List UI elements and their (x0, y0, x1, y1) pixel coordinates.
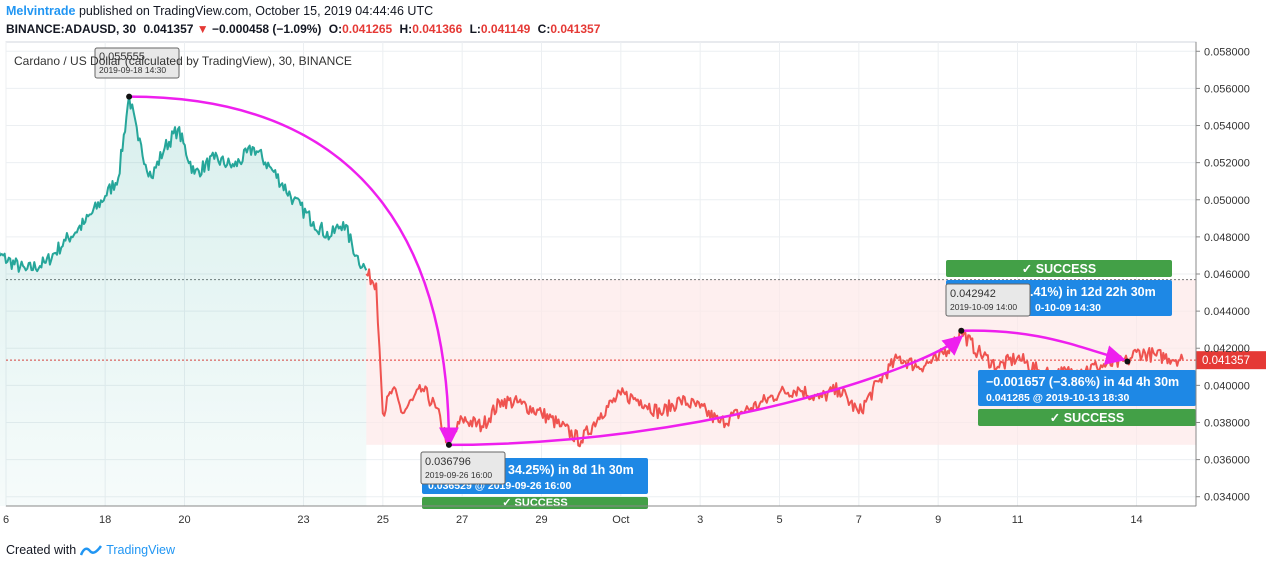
point-end (1124, 358, 1131, 365)
y-tick-label: 0.054000 (1204, 121, 1250, 133)
x-tick-label: 18 (99, 514, 111, 526)
measure-text-low: 34.25%) in 8d 1h 30m (508, 463, 634, 477)
arrow-peak-to-low (129, 95, 459, 448)
series-area (0, 95, 367, 506)
open-label: O: (328, 22, 343, 36)
measure-text-high: .41%) in 12d 22h 30m (1030, 285, 1156, 299)
publisher-name[interactable]: Melvintrade (6, 4, 76, 18)
price-label-high-price: 0.042942 (950, 288, 996, 300)
success-text-end: ✓ SUCCESS (1050, 411, 1124, 425)
low-label: L: (469, 22, 481, 36)
measure-sub-high: 0-10-09 14:30 (1035, 302, 1101, 314)
arrow-low-to-high (448, 335, 964, 447)
last-price: 0.041357 (143, 22, 194, 36)
publish-info: Melvintrade published on TradingView.com… (6, 4, 433, 18)
close-label: C: (537, 22, 551, 36)
price-change: −0.000458 (−1.09%) (212, 22, 322, 36)
series-line-downtrend (365, 268, 1184, 448)
x-tick-label: 14 (1130, 514, 1142, 526)
price-label-peak-time: 2019-09-18 14:30 (99, 65, 166, 75)
price-label-low (420, 451, 506, 485)
y-tick-label: 0.050000 (1204, 195, 1250, 207)
success-box-high (946, 260, 1172, 277)
published-text: published on TradingView.com, October 15… (78, 4, 434, 18)
y-tick-label: 0.056000 (1204, 83, 1250, 95)
x-tick-label: Oct (612, 514, 629, 526)
arrow-high-to-end (961, 329, 1126, 365)
y-tick-label: 0.036000 (1204, 455, 1250, 467)
series-line-uptrend (0, 94, 368, 273)
success-box-end (978, 409, 1196, 426)
y-tick-label: 0.042000 (1204, 343, 1250, 355)
y-tick-label: 0.046000 (1204, 269, 1250, 281)
high-value: 0.041366 (412, 22, 463, 36)
price-label-low-price: 0.036796 (425, 456, 471, 468)
y-tick-label: 0.038000 (1204, 417, 1250, 429)
point-peak (126, 93, 133, 100)
symbol-info: BINANCE:ADAUSD, 30 0.041357 ▼ −0.000458 … (6, 22, 600, 36)
measure-sub-end: 0.041285 @ 2019-10-13 18:30 (986, 392, 1130, 404)
price-label-low-time: 2019-09-26 16:00 (425, 470, 492, 480)
open-value: 0.041265 (342, 22, 393, 36)
y-tick-label: 0.052000 (1204, 158, 1250, 170)
price-label-peak-price: 0.055555 (99, 51, 145, 63)
y-tick-label: 0.048000 (1204, 232, 1250, 244)
down-arrow-icon: ▼ (196, 22, 209, 36)
footer: Created with TradingView (6, 543, 175, 557)
high-label: H: (399, 22, 413, 36)
measure-text-end: −0.001657 (−3.86%) in 4d 4h 30m (986, 375, 1179, 389)
x-tick-label: 7 (856, 514, 862, 526)
point-high2 (958, 327, 965, 334)
y-tick-label: 0.058000 (1204, 46, 1250, 58)
price-label-peak (94, 47, 180, 79)
y-tick-label: 0.044000 (1204, 306, 1250, 318)
x-tick-label: 29 (535, 514, 547, 526)
x-tick-label: 20 (178, 514, 190, 526)
symbol-name: BINANCE:ADAUSD, 30 (6, 22, 137, 36)
success-text-high: ✓ SUCCESS (1022, 262, 1096, 276)
x-tick-label: 3 (697, 514, 703, 526)
y-tick-label: 0.040000 (1204, 380, 1250, 392)
success-text-low: ✓ SUCCESS (502, 497, 567, 509)
x-tick-label: 11 (1012, 514, 1023, 526)
last-price-tag (1196, 351, 1266, 370)
tradingview-brand[interactable]: TradingView (106, 543, 175, 557)
y-tick-label: 0.034000 (1204, 492, 1250, 504)
x-tick-label: 9 (935, 514, 941, 526)
price-label-high (945, 283, 1031, 317)
low-value: 0.041149 (480, 22, 531, 36)
created-with-text: Created with (6, 543, 77, 557)
last-price-tag-text: 0.041357 (1202, 355, 1250, 367)
tradingview-logo-icon (80, 545, 103, 556)
x-tick-label: 25 (377, 514, 389, 526)
measure-box-end (978, 370, 1196, 406)
x-tick-label: 5 (776, 514, 782, 526)
x-tick-label: 6 (3, 514, 9, 526)
price-label-high-time: 2019-10-09 14:00 (950, 302, 1017, 312)
close-value: 0.041357 (550, 22, 601, 36)
x-tick-label: 23 (297, 514, 309, 526)
chart-title: Cardano / US Dollar (calculated by Tradi… (14, 54, 352, 68)
point-low (445, 441, 452, 448)
x-tick-label: 27 (456, 514, 468, 526)
